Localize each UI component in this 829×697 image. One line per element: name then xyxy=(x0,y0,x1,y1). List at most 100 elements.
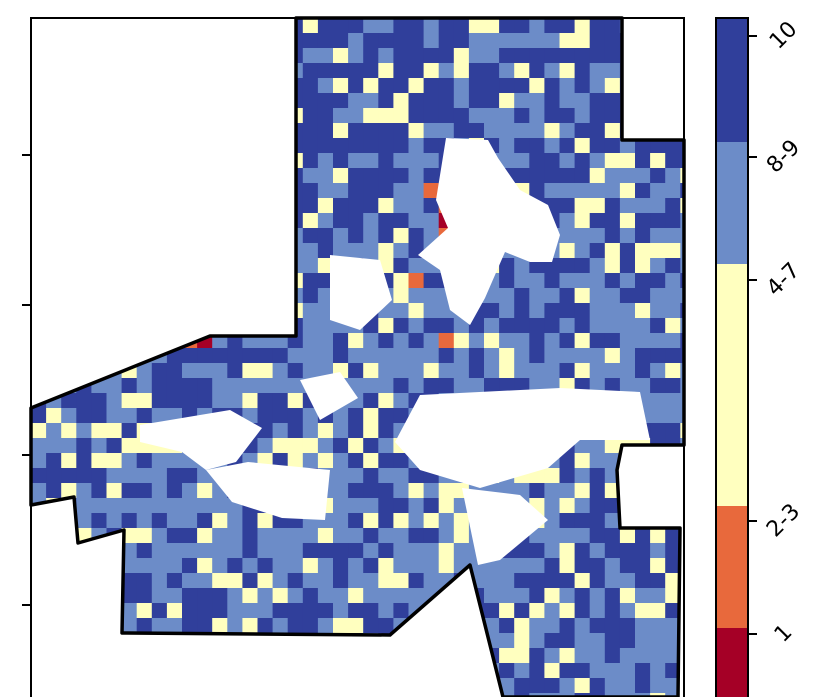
grid-cell xyxy=(151,558,168,574)
grid-cell xyxy=(514,93,530,109)
grid-cell xyxy=(393,93,410,109)
grid-cell xyxy=(650,243,666,259)
grid-cell xyxy=(453,78,470,94)
grid-cell xyxy=(182,393,198,409)
grid-cell xyxy=(544,288,561,304)
grid-cell xyxy=(559,243,576,259)
grid-cell xyxy=(423,153,440,169)
grid-cell xyxy=(363,108,379,124)
grid-cell xyxy=(317,213,334,229)
grid-cell xyxy=(650,573,666,589)
region-boundary xyxy=(29,16,686,697)
grid-cell xyxy=(106,483,123,499)
grid-cell xyxy=(151,573,168,589)
grid-cell xyxy=(529,558,545,574)
grid-cell xyxy=(333,333,349,349)
grid-cell xyxy=(589,108,606,124)
grid-cell xyxy=(121,483,138,499)
grid-cell xyxy=(423,273,440,289)
grid-cell xyxy=(317,228,334,244)
grid-cell xyxy=(589,303,606,319)
grid-cell xyxy=(121,423,138,439)
grid-cell xyxy=(121,603,138,619)
grid-cell xyxy=(317,93,334,109)
grid-cell xyxy=(423,363,440,379)
grid-cell xyxy=(363,498,379,514)
grid-cell xyxy=(121,618,138,634)
grid-cell xyxy=(574,348,591,364)
grid-cell xyxy=(680,213,684,229)
grid-cell xyxy=(197,573,213,589)
grid-cell xyxy=(197,348,213,364)
grid-cell xyxy=(559,633,576,649)
grid-cell xyxy=(619,198,636,214)
grid-cell xyxy=(635,588,651,604)
grid-cell xyxy=(529,318,545,334)
grid-cell xyxy=(408,303,425,319)
grid-cell xyxy=(393,228,410,244)
grid-cell xyxy=(574,183,591,199)
grid-cell xyxy=(635,153,651,169)
grid-cell xyxy=(574,633,591,649)
grid-cell xyxy=(272,393,289,409)
grid-cell xyxy=(348,108,364,124)
grid-cell xyxy=(499,33,515,49)
grid-cell xyxy=(589,483,606,499)
grid-cell xyxy=(348,423,364,439)
grid-cell xyxy=(544,558,561,574)
grid-cell xyxy=(559,333,576,349)
grid-cell xyxy=(61,408,77,424)
grid-cell xyxy=(363,168,379,184)
grid-cell xyxy=(635,138,651,154)
grid-cell xyxy=(423,213,440,229)
grid-cell xyxy=(665,588,681,604)
grid-cell xyxy=(574,648,591,664)
grid-cell xyxy=(333,558,349,574)
grid-cell xyxy=(166,453,183,469)
grid-cell xyxy=(136,408,153,424)
grid-cell xyxy=(348,93,364,109)
grid-cell xyxy=(650,558,666,574)
grid-cell xyxy=(574,228,591,244)
grid-cell xyxy=(604,288,621,304)
grid-cell xyxy=(317,573,334,589)
grid-cell xyxy=(680,243,684,259)
grid-cell xyxy=(559,483,576,499)
grid-cell xyxy=(227,558,243,574)
grid-cell xyxy=(559,198,576,214)
grid-cell xyxy=(574,453,591,469)
grid-cell xyxy=(604,18,621,34)
grid-cell xyxy=(544,108,561,124)
grid-cell xyxy=(317,288,334,304)
grid-cell xyxy=(393,528,410,544)
grid-cell xyxy=(408,138,425,154)
grid-cell xyxy=(619,183,636,199)
grid-cell xyxy=(272,363,289,379)
grid-cell xyxy=(317,18,334,34)
grid-cell xyxy=(484,18,500,34)
grid-cell xyxy=(559,153,576,169)
grid-cell xyxy=(287,423,304,439)
grid-cell xyxy=(529,138,545,154)
grid-cell xyxy=(604,273,621,289)
grid-cell xyxy=(589,258,606,274)
grid-cell xyxy=(378,543,394,559)
grid-cell xyxy=(302,153,319,169)
grid-cell xyxy=(574,498,591,514)
grid-cell xyxy=(378,48,394,64)
grid-cell xyxy=(302,258,319,274)
grid-cell xyxy=(378,183,394,199)
grid-cell xyxy=(665,618,681,634)
grid-cell xyxy=(559,33,576,49)
grid-cell xyxy=(363,618,379,634)
grid-cell xyxy=(393,78,410,94)
grid-cell xyxy=(604,618,621,634)
grid-cell xyxy=(91,438,108,454)
grid-cell xyxy=(619,213,636,229)
grid-cell xyxy=(680,138,684,154)
grid-cell xyxy=(559,48,576,64)
grid-cell xyxy=(378,93,394,109)
grid-cell xyxy=(453,123,470,139)
grid-cell xyxy=(61,438,77,454)
grid-cell xyxy=(665,213,681,229)
